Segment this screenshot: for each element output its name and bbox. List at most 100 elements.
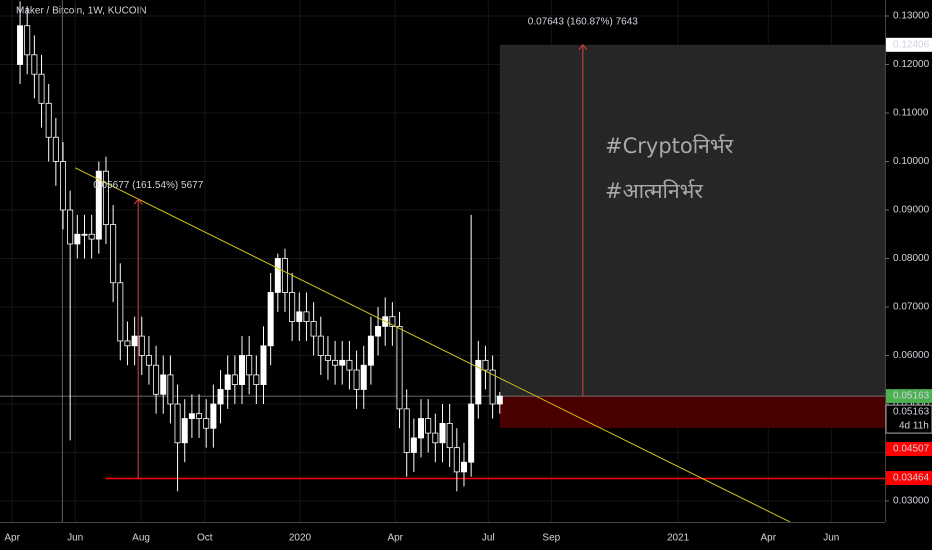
candle-body xyxy=(81,233,88,236)
candle-body xyxy=(181,418,188,444)
candle-body xyxy=(17,25,24,65)
y-tick-label: 0.06000 xyxy=(893,350,930,361)
candle-body xyxy=(489,369,496,405)
candle-body xyxy=(124,340,131,347)
candle-body xyxy=(74,233,81,245)
candle-body xyxy=(324,355,331,361)
price-label: 0.05163 xyxy=(893,391,930,402)
candle-body xyxy=(267,292,274,347)
price-label: 0.12406 xyxy=(893,39,930,50)
x-tick-label: Oct xyxy=(197,533,213,544)
x-tick-label: Jun xyxy=(67,533,83,544)
candle-body xyxy=(45,102,52,138)
candle-body xyxy=(210,403,217,429)
candle-body xyxy=(217,389,224,405)
candle-body xyxy=(102,170,109,225)
candle-body xyxy=(496,395,503,405)
candle-body xyxy=(339,359,346,366)
candle-body xyxy=(446,423,453,449)
candle-body xyxy=(482,359,489,371)
candle-body xyxy=(24,25,31,56)
candle-body xyxy=(418,418,425,439)
target-box xyxy=(499,44,885,397)
candle-body xyxy=(396,326,403,410)
chart-title: Maker / Bitcoin, 1W, KUCOIN xyxy=(16,6,147,17)
x-tick-label: 2020 xyxy=(289,533,312,544)
y-tick-label: 0.13000 xyxy=(893,11,930,22)
candle-body xyxy=(303,311,310,322)
x-tick-label: Apr xyxy=(761,533,777,544)
candle-body xyxy=(360,364,367,390)
candle-body xyxy=(131,335,138,347)
candle-body xyxy=(375,326,382,337)
measure-label: 0.07643 (160.87%) 7643 xyxy=(528,17,639,28)
trendline xyxy=(74,167,790,523)
candle-body xyxy=(468,403,475,463)
candle-body xyxy=(353,369,360,390)
price-label-box xyxy=(886,389,932,404)
price-label-box xyxy=(886,471,932,485)
candle-body xyxy=(224,374,231,390)
candle-body xyxy=(110,224,117,284)
candle-body xyxy=(117,282,124,342)
candle-body xyxy=(167,374,174,405)
x-tick-label: Jul xyxy=(482,533,495,544)
y-tick-label: 0.05000 xyxy=(893,399,930,410)
measure-label: 0.05677 (161.54%) 5677 xyxy=(93,180,204,191)
candle-body xyxy=(95,170,102,240)
y-tick-label: 0.11000 xyxy=(893,108,929,119)
candle-body xyxy=(475,359,482,405)
candle-body xyxy=(196,413,203,419)
x-tick-label: Apr xyxy=(387,533,403,544)
stop-box xyxy=(499,396,885,428)
candle-body xyxy=(346,359,353,371)
x-tick-label: Apr xyxy=(4,533,20,544)
candle-body xyxy=(188,413,195,419)
candle-body xyxy=(67,209,74,245)
candle-body xyxy=(274,258,281,293)
candle-body xyxy=(138,335,145,356)
arrow-head xyxy=(133,198,143,205)
y-tick-label: 0.03000 xyxy=(893,496,930,507)
candle-body xyxy=(289,292,296,322)
candle-body xyxy=(403,408,410,453)
candle-body xyxy=(439,423,446,444)
y-tick-label: 0.10000 xyxy=(893,156,930,167)
candle-body xyxy=(389,316,396,327)
candle-body xyxy=(253,374,260,386)
x-tick-label: Jun xyxy=(823,533,839,544)
candle-body xyxy=(145,355,152,366)
price-label-box xyxy=(886,442,932,456)
candle-body xyxy=(88,233,95,240)
candle-body xyxy=(410,437,417,453)
candle-body xyxy=(460,461,467,473)
candle-body xyxy=(38,73,45,104)
candle-body xyxy=(367,335,374,366)
countdown-timer: 4d 11h xyxy=(899,421,929,432)
candle-body xyxy=(160,374,167,395)
candle-body xyxy=(174,403,181,444)
x-tick-label: 2021 xyxy=(667,533,690,544)
countdown-box xyxy=(885,404,932,434)
x-tick-label: Aug xyxy=(132,533,150,544)
candle-body xyxy=(203,418,210,429)
candle-body xyxy=(317,335,324,356)
y-tick-label: 0.12000 xyxy=(893,59,930,70)
candle-body xyxy=(260,345,267,386)
y-tick-label: 0.07000 xyxy=(893,302,930,313)
note-text: #Cryptoनिर्भर xyxy=(605,134,734,158)
candle-body xyxy=(310,321,317,337)
countdown-price: 0.05163 xyxy=(893,407,930,418)
y-tick-label: 0.09000 xyxy=(893,205,930,216)
candle-body xyxy=(231,374,238,386)
x-tick-label: Sep xyxy=(542,533,560,544)
candle-body xyxy=(332,359,339,366)
candle-body xyxy=(453,447,460,473)
y-tick-label: 0.08000 xyxy=(893,253,930,264)
candle-body xyxy=(153,364,160,395)
candle-body xyxy=(296,311,303,322)
arrow-head xyxy=(578,44,588,51)
candle-body xyxy=(31,54,38,75)
candle-body xyxy=(239,355,246,386)
